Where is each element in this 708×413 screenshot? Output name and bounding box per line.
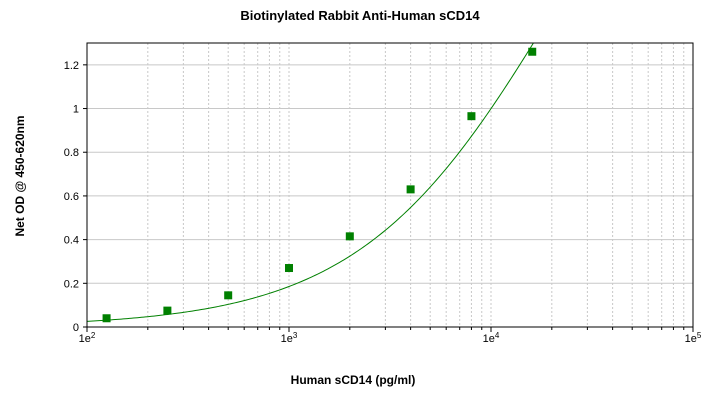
y-axis-title: Net OD @ 450-620nm <box>13 115 27 236</box>
axis-ticks: 0 0.2 0.4 0.6 0.8 1 1.2 1e2 1e3 1e4 1e5 <box>64 60 702 345</box>
plot-frame <box>86 42 694 328</box>
y-tick-label: 0.8 <box>64 147 79 159</box>
grid <box>86 43 694 328</box>
x-axis-title: Human sCD14 (pg/ml) <box>291 373 416 387</box>
data-point <box>406 185 415 194</box>
fit-curve <box>86 42 534 322</box>
data-point <box>467 112 476 121</box>
y-tick-label: 1.2 <box>64 60 79 72</box>
x-tick-label: 1e4 <box>483 331 500 345</box>
data-point <box>345 232 354 241</box>
data-points <box>102 47 537 323</box>
y-tick-label: 1 <box>73 104 79 116</box>
data-point <box>285 264 293 273</box>
y-tick-label: 0.4 <box>64 235 79 247</box>
data-point <box>163 306 172 315</box>
x-tick-label: 1e5 <box>685 331 702 345</box>
data-point <box>224 291 233 300</box>
x-tick-label: 1e2 <box>79 331 96 345</box>
chart-title: Biotinylated Rabbit Anti-Human sCD14 <box>240 8 480 23</box>
y-tick-label: 0.2 <box>64 278 79 290</box>
data-point <box>102 314 111 323</box>
fit-curve-layer <box>86 42 534 322</box>
y-tick-label: 0.6 <box>64 191 79 203</box>
data-point <box>528 47 537 56</box>
y-tick-label: 0 <box>73 322 79 334</box>
x-tick-label: 1e3 <box>281 331 298 345</box>
